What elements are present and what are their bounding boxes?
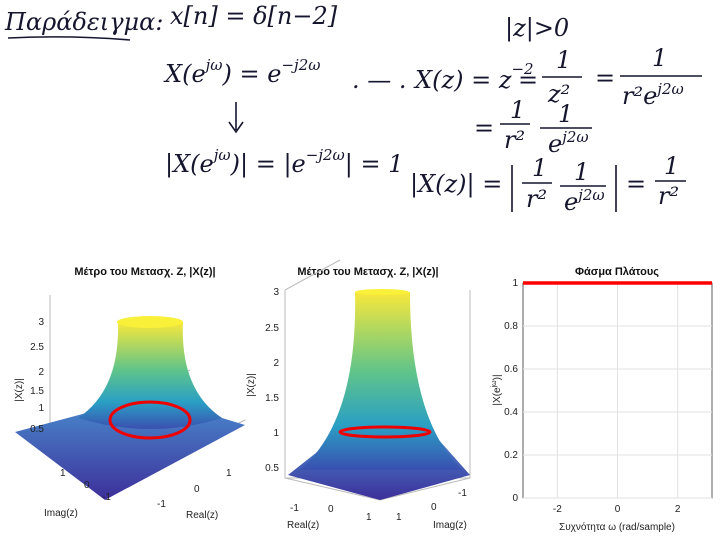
surface-plot-2: Μέτρο του Μετασχ. Z, |X(z)| |X(z)| 3 2.5…	[246, 259, 471, 531]
y-label: |X(z)|	[246, 373, 257, 397]
axis-label: Real(z)	[186, 510, 218, 521]
surface-top	[355, 289, 409, 295]
equals: =	[474, 114, 494, 142]
tick: 3	[273, 287, 279, 298]
numerator: 1	[652, 44, 667, 72]
numerator: 1	[556, 46, 571, 74]
tick: 1	[38, 403, 44, 414]
tick: 0	[194, 484, 200, 495]
x-tick-label: -2	[553, 504, 562, 515]
denominator: ej2ω	[548, 128, 589, 158]
y-tick-label: 0.8	[504, 321, 518, 332]
y-tick-label: 0	[512, 493, 518, 504]
magnitude-z: |X(z)| =	[410, 170, 502, 199]
tick: -1	[290, 503, 299, 514]
equals: =	[626, 170, 646, 198]
tick: -1	[458, 488, 467, 499]
tick: -1	[157, 499, 166, 510]
equals: =	[595, 64, 615, 92]
numerator: 1	[532, 154, 547, 182]
abs-bars	[511, 165, 617, 212]
tick: 1	[60, 468, 66, 479]
numerator: 1	[664, 152, 679, 180]
tick: 0.5	[30, 424, 44, 435]
signal: x[n] = δ[n−2]	[170, 2, 338, 30]
tick: 1	[396, 512, 402, 523]
tick: 1	[273, 428, 279, 439]
denominator: r²	[658, 182, 679, 210]
surface-plot-1: Μέτρο του Μετασχ. Z, |X(z)| |X(z)| 3 2.5…	[14, 266, 246, 521]
denominator: r²	[526, 185, 547, 213]
axis-label: Imag(z)	[433, 520, 467, 531]
denominator: z²	[547, 80, 570, 108]
notes: Παράδειγμα: x[n] = δ[n−2] |z|>0 X(ejω) =…	[4, 2, 702, 216]
roc: |z|>0	[505, 14, 569, 43]
tick: 2.5	[265, 323, 279, 334]
y-label: |X(ejω)|	[491, 374, 503, 405]
numerator: 1	[510, 96, 525, 124]
plot-title: Φάσμα Πλάτους	[575, 266, 659, 278]
tick: 0	[328, 504, 334, 515]
denominator: r²	[504, 126, 525, 154]
spectrum-plot: Φάσμα Πλάτους |X(ejω)| Συχνότητα ω (rad/…	[491, 266, 713, 533]
magnitude-dtft: |X(ejω)| = |e−j2ω| = 1	[165, 146, 403, 179]
axis-label: Imag(z)	[44, 508, 78, 519]
surface	[78, 322, 222, 429]
dots: . — .	[352, 66, 407, 94]
dtft: X(ejω) = e−j2ω	[163, 56, 320, 88]
tick: 1.5	[265, 393, 279, 404]
tick: 1	[366, 512, 372, 523]
numerator: 1	[574, 158, 589, 186]
denominator: r²ej2ω	[622, 80, 684, 110]
z-transform: X(z) = z−2	[413, 60, 534, 94]
y-tick-label: 0.4	[504, 407, 518, 418]
surface-top	[117, 316, 183, 328]
y-label: |X(z)|	[14, 378, 25, 402]
tick: 1	[226, 468, 232, 479]
denominator: ej2ω	[564, 186, 605, 216]
tick: 3	[38, 317, 44, 328]
x-label: Συχνότητα ω (rad/sample)	[559, 521, 675, 533]
example-title: Παράδειγμα:	[4, 8, 163, 36]
y-tick-label: 1	[512, 278, 518, 289]
underline	[7, 36, 131, 41]
equals: =	[518, 66, 538, 94]
x-tick-label: 0	[615, 504, 621, 515]
unit-circle	[338, 425, 432, 439]
tick: 0.5	[265, 463, 279, 474]
y-tick-label: 0.6	[504, 364, 518, 375]
arrow	[228, 102, 244, 134]
numerator: 1	[558, 100, 573, 128]
tick: 0	[84, 480, 90, 491]
x-tick-label: 2	[675, 504, 681, 515]
tick: -1	[102, 492, 111, 503]
y-tick-label: 0.2	[504, 450, 518, 461]
tick: 2	[273, 358, 279, 369]
tick: 2.5	[30, 342, 44, 353]
axis-label: Real(z)	[287, 520, 319, 531]
tick: 0	[431, 502, 437, 513]
tick: 1.5	[30, 386, 44, 397]
plot-title: Μέτρο του Μετασχ. Z, |X(z)|	[297, 266, 438, 278]
surface	[300, 292, 462, 470]
plot-title: Μέτρο του Μετασχ. Z, |X(z)|	[74, 266, 215, 278]
tick: 2	[38, 367, 44, 378]
unit-circle	[108, 400, 192, 440]
